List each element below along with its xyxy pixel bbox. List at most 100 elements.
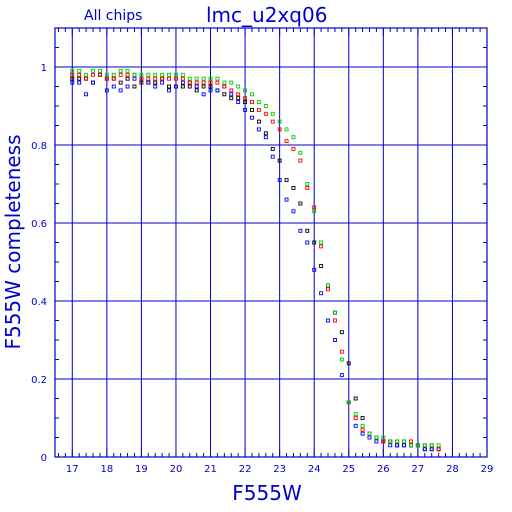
data-point (250, 115, 254, 120)
data-point (160, 72, 165, 77)
data-point (305, 228, 310, 233)
data-point (97, 68, 102, 73)
data-point (160, 76, 165, 81)
x-tick-label: 17 (66, 464, 79, 475)
data-point (194, 88, 199, 93)
data-point (236, 96, 241, 101)
data-point (332, 338, 337, 342)
y-tick-label: 0 (41, 453, 47, 464)
data-point (263, 131, 268, 136)
data-point (180, 72, 185, 77)
data-point (125, 72, 130, 77)
data-point (256, 119, 261, 124)
data-point (243, 88, 248, 93)
data-point (77, 80, 82, 85)
data-point (229, 88, 234, 93)
data-point (91, 80, 95, 85)
x-tick-label: 23 (273, 464, 286, 475)
data-point (367, 431, 372, 436)
data-point (305, 185, 310, 190)
data-point (84, 92, 89, 97)
data-point (229, 80, 234, 85)
data-point (284, 197, 289, 202)
data-point (256, 127, 261, 132)
data-point (263, 104, 268, 108)
data-point (208, 76, 213, 81)
data-point (146, 80, 151, 85)
data-point (319, 291, 324, 296)
data-point (395, 439, 400, 444)
data-point (436, 443, 441, 448)
x-tick-label: 27 (412, 464, 425, 475)
data-point (229, 92, 234, 97)
data-point (222, 84, 227, 89)
y-axis-label: F555W completeness (1, 134, 25, 349)
x-tick-label: 22 (239, 464, 252, 475)
data-point (381, 435, 386, 440)
data-point (132, 72, 137, 77)
data-point (422, 443, 427, 448)
data-point (139, 76, 144, 81)
data-point (118, 88, 123, 93)
data-point (312, 205, 317, 210)
data-point (180, 80, 185, 85)
data-point (360, 423, 365, 428)
data-point (270, 154, 275, 159)
data-point (353, 423, 358, 428)
chart-title: lmc_u2xq06 (206, 3, 327, 27)
data-point (353, 396, 358, 401)
data-point (125, 84, 130, 89)
data-point (201, 84, 206, 89)
data-point (374, 439, 379, 444)
data-point (146, 72, 151, 77)
data-point (180, 76, 185, 81)
data-point (277, 178, 282, 183)
data-point (125, 68, 130, 73)
data-point (243, 107, 248, 112)
data-point (277, 158, 282, 163)
data-point (298, 158, 303, 163)
data-point (326, 283, 330, 288)
data-points (70, 68, 441, 452)
data-point (360, 416, 365, 420)
data-point (160, 80, 165, 85)
data-point (291, 185, 296, 190)
data-point (402, 439, 407, 444)
data-point (180, 84, 185, 89)
x-tick-label: 28 (446, 464, 459, 475)
data-point (215, 80, 220, 85)
data-point (118, 80, 123, 85)
data-point (346, 400, 351, 405)
data-point (111, 84, 116, 89)
data-point (409, 439, 413, 444)
data-point (270, 146, 275, 151)
data-point (243, 100, 248, 105)
data-point (174, 72, 178, 77)
data-point (139, 80, 144, 85)
data-point (174, 84, 178, 89)
data-point (187, 84, 192, 89)
data-point (402, 443, 407, 448)
chart-subtitle: All chips (84, 8, 142, 24)
data-point (236, 84, 241, 89)
data-point (153, 72, 158, 77)
data-point (118, 72, 123, 77)
x-tick-label: 18 (100, 464, 113, 475)
x-tick-label: 24 (308, 464, 321, 475)
data-point (187, 76, 192, 81)
data-point (332, 310, 337, 315)
data-point (305, 182, 310, 186)
y-tick-label: 0.2 (31, 375, 47, 386)
data-point (291, 135, 296, 140)
y-tick-label: 0.8 (31, 141, 47, 152)
data-point (70, 68, 75, 73)
data-point (111, 72, 116, 77)
data-point (263, 135, 268, 140)
data-point (277, 127, 282, 132)
data-point (229, 96, 234, 101)
data-point (256, 100, 261, 105)
data-point (284, 178, 289, 183)
x-axis-label: F555W (232, 481, 302, 505)
data-point (104, 76, 109, 81)
